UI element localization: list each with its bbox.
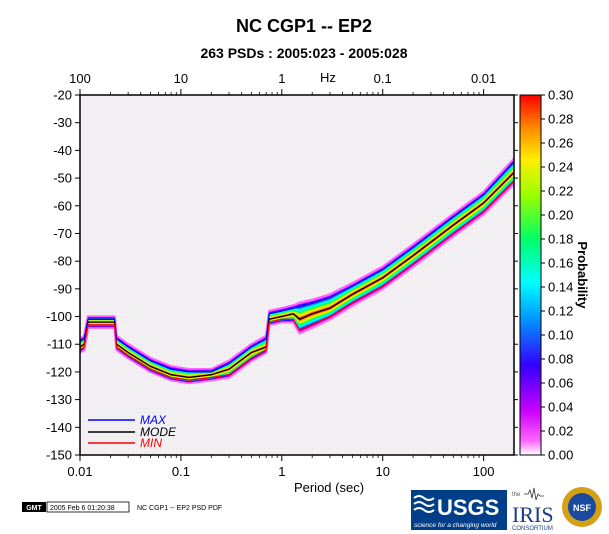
y-tick-label: -130: [46, 392, 72, 407]
x-tick-label: 1: [278, 464, 285, 479]
usgs-wave-icon: [413, 495, 435, 513]
colorbar-tick-label: 0.18: [548, 232, 573, 247]
y-tick-label: -150: [46, 448, 72, 463]
chart-title: NC CGP1 -- EP2: [236, 16, 372, 36]
top-frequency-axis: 100 10 1 0.1 0.01: [69, 71, 496, 95]
colorbar-tick-label: 0.08: [548, 352, 573, 367]
top-axis-label: Hz: [320, 70, 336, 85]
plot-background: [80, 95, 514, 455]
x-tick-label: 10: [375, 464, 389, 479]
y-tick-label: -100: [46, 309, 72, 324]
x-tick-label: 100: [473, 464, 495, 479]
iris-logo: the IRIS CONSORTIUM: [512, 487, 554, 532]
footer-caption: NC CGP1 -- EP2 PSD PDF: [137, 505, 222, 512]
colorbar-ticks: 0.30 0.28 0.26 0.24 0.22 0.20 0.18 0.16 0.14 0.12…: [541, 88, 573, 463]
gmt-badge: [22, 502, 46, 512]
y-tick-label: -120: [46, 364, 72, 379]
y-tick-label: -140: [46, 420, 72, 435]
x-axis-label: Period (sec): [294, 480, 364, 495]
colorbar-tick-label: 0.20: [548, 208, 573, 223]
colorbar-tick-label: 0.00: [548, 448, 573, 463]
legend-mode-label: MODE: [140, 425, 177, 439]
colorbar-tick-label: 0.16: [548, 256, 573, 271]
legend-min-label: MIN: [140, 436, 162, 450]
nsf-wordmark: NSF: [573, 503, 592, 513]
y-tick-label: -40: [53, 143, 72, 158]
top-tick-label: 10: [174, 71, 188, 86]
y-tick-label: -50: [53, 171, 72, 186]
y-tick-label: -70: [53, 226, 72, 241]
colorbar-tick-label: 0.04: [548, 400, 573, 415]
timestamp: 2005 Feb 6 01:20:38: [50, 505, 115, 512]
colorbar-tick-label: 0.06: [548, 376, 573, 391]
series-mode-line: [80, 172, 514, 379]
iris-the: the: [512, 492, 521, 498]
usgs-tagline: science for a changing world: [414, 522, 497, 529]
statistic-lines: [80, 161, 514, 381]
x-tick-label: 0.01: [67, 464, 92, 479]
colorbar-tick-label: 0.30: [548, 88, 573, 103]
timestamp-box: [46, 501, 130, 513]
y-tick-label: -30: [53, 115, 72, 130]
plot-frame: [79, 94, 515, 456]
y-axis: -20 -30 -40 -50 -60 -70 -80 -90 -100 -110 -120 -130…: [46, 88, 518, 463]
iris-consortium: CONSORTIUM: [512, 526, 553, 532]
colorbar-tick-label: 0.24: [548, 160, 573, 175]
colorbar-tick-label: 0.02: [548, 424, 573, 439]
top-tick-label: 100: [69, 71, 91, 86]
usgs-logo: USGS science for a changing world: [411, 490, 507, 530]
chart-subtitle: 263 PSDs : 2005:023 - 2005:028: [200, 45, 407, 61]
probability-bands: [80, 157, 514, 385]
legend: MAX MODE MIN: [88, 413, 177, 450]
colorbar-tick-label: 0.12: [548, 304, 573, 319]
colorbar: [519, 94, 542, 456]
colorbar-tick-label: 0.26: [548, 136, 573, 151]
colorbar-tick-label: 0.28: [548, 112, 573, 127]
x-axis: 0.01 0.1 1 10 100: [67, 92, 494, 479]
series-min-line: [80, 180, 514, 381]
colorbar-tick-label: 0.10: [548, 328, 573, 343]
colorbar-tick-label: 0.22: [548, 184, 573, 199]
gmt-badge-label: GMT: [26, 505, 42, 512]
top-tick-label: 1: [278, 71, 285, 86]
probability-band-0: [80, 157, 514, 385]
top-tick-label: 0.1: [374, 71, 392, 86]
nsf-logo: NSF: [562, 487, 602, 527]
y-tick-label: -80: [53, 254, 72, 269]
legend-max-label: MAX: [140, 413, 167, 427]
usgs-wordmark: USGS: [437, 495, 499, 520]
y-tick-label: -60: [53, 198, 72, 213]
y-tick-label: -110: [47, 337, 72, 352]
iris-wordmark: IRIS: [512, 502, 554, 527]
y-tick-label: -20: [53, 88, 72, 103]
x-tick-label: 0.1: [172, 464, 190, 479]
top-tick-label: 0.01: [471, 71, 496, 86]
colorbar-tick-label: 0.14: [548, 280, 573, 295]
seismogram-icon: [524, 487, 544, 501]
y-tick-label: -90: [53, 281, 72, 296]
series-max-line: [80, 161, 514, 373]
colorbar-label: Probability: [575, 241, 590, 309]
